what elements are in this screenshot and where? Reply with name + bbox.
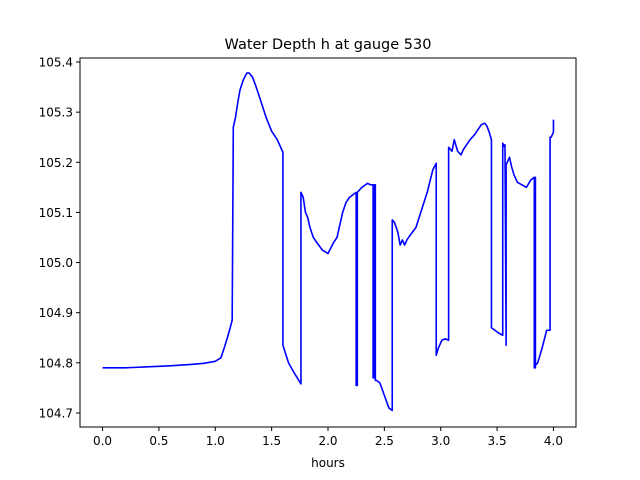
x-tick-label: 3.5 — [488, 434, 507, 448]
x-tick-label: 2.0 — [318, 434, 337, 448]
y-axis: 104.7 104.8 104.9 105.0 105.1 105.2 105.3 105.4 — [39, 56, 80, 420]
x-tick-label: 1.0 — [206, 434, 225, 448]
y-tick-label: 104.7 — [39, 406, 73, 420]
x-axis-label: hours — [311, 456, 345, 470]
plot-frame — [79, 57, 577, 428]
x-tick-label: 0.5 — [149, 434, 168, 448]
y-tick-label: 105.2 — [39, 156, 73, 170]
x-tick-label: 1.5 — [262, 434, 281, 448]
y-tick-label: 105.3 — [39, 106, 73, 120]
x-axis: 0.0 0.5 1.0 1.5 2.0 2.5 3.0 3.5 4.0 — [93, 427, 563, 448]
data-layer — [102, 72, 555, 412]
chart-title: Water Depth h at gauge 530 — [225, 37, 432, 53]
x-tick-label: 4.0 — [544, 434, 563, 448]
y-tick-label: 105.4 — [39, 56, 73, 70]
x-tick-label: 3.0 — [431, 434, 450, 448]
y-tick-label: 105.0 — [39, 256, 73, 270]
x-tick-label: 0.0 — [93, 434, 112, 448]
series-line-0 — [102, 72, 555, 412]
x-tick-label: 2.5 — [375, 434, 394, 448]
y-tick-label: 104.9 — [39, 306, 73, 320]
y-tick-label: 104.8 — [39, 356, 73, 370]
y-tick-label: 105.1 — [39, 206, 73, 220]
